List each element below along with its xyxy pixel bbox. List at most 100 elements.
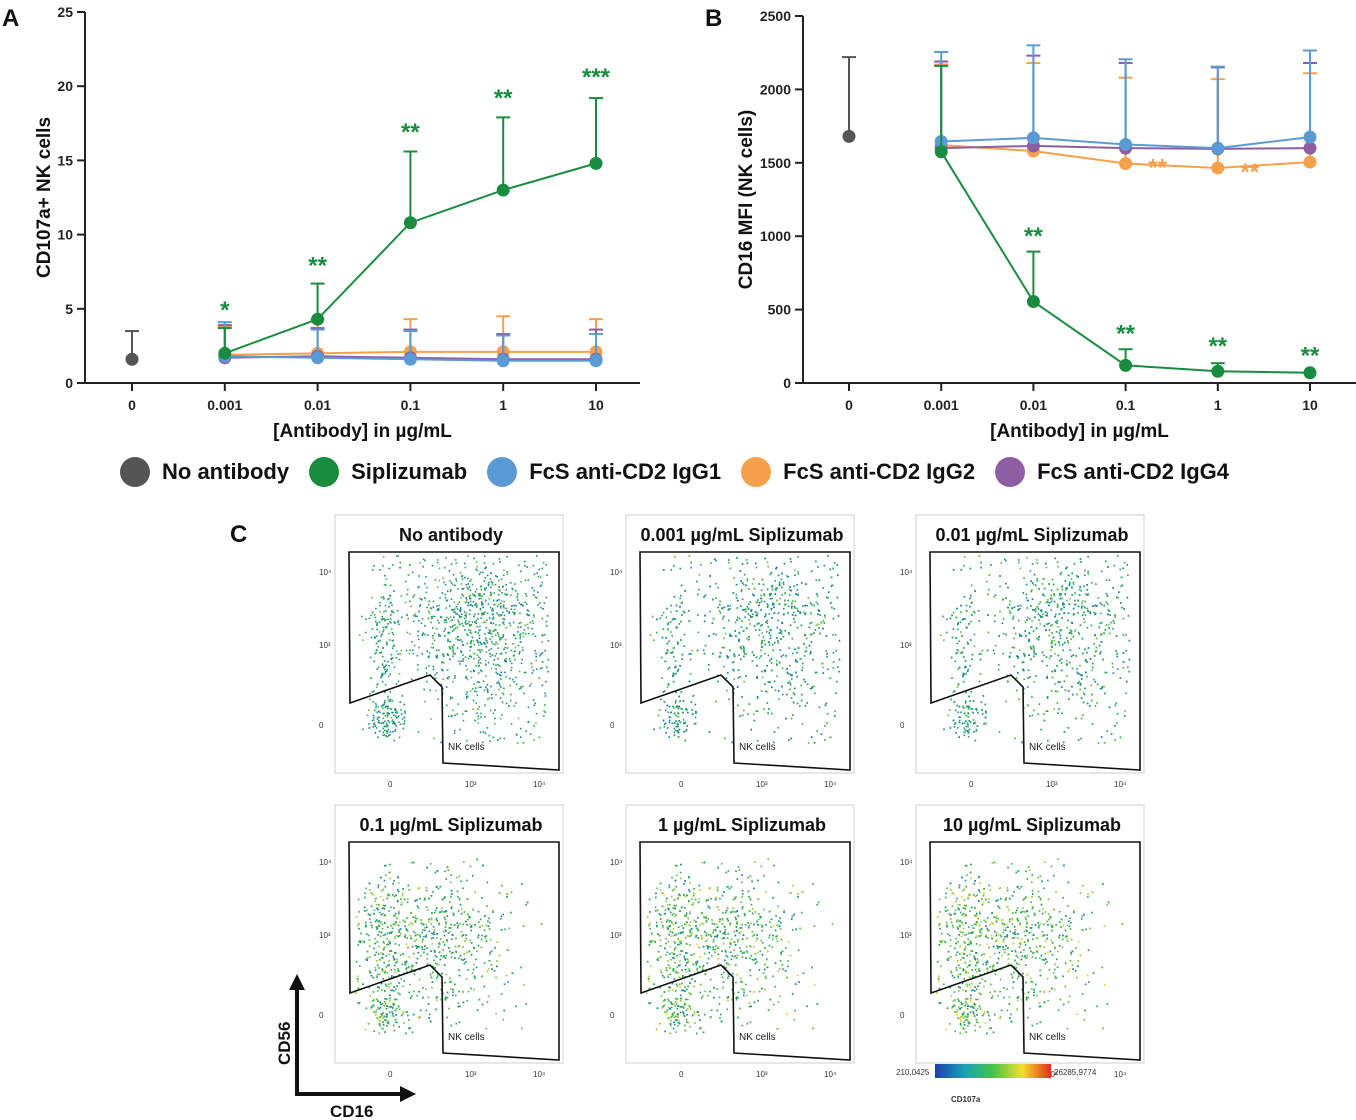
flow-event <box>1033 648 1035 651</box>
flow-event <box>966 641 969 644</box>
flow-event <box>385 722 388 724</box>
flow-event <box>675 714 678 717</box>
flow-ytick-t4-2: 10⁴ <box>900 568 913 577</box>
chart-a-point-fcs-anti-cd2-igg1-4 <box>496 354 510 368</box>
flow-event <box>427 656 430 658</box>
flow-event <box>690 653 693 655</box>
flow-event <box>383 946 386 949</box>
flow-event <box>514 583 516 585</box>
flow-event <box>1025 593 1028 596</box>
flow-event <box>669 652 672 654</box>
flow-event <box>767 641 770 643</box>
flow-event <box>680 639 682 641</box>
flow-event <box>1050 597 1053 600</box>
flow-event <box>832 652 835 654</box>
flow-event <box>513 604 515 607</box>
flow-event <box>448 676 450 678</box>
flow-event <box>682 700 685 702</box>
flow-event <box>1043 625 1046 627</box>
flow-event <box>477 641 479 644</box>
flow-event <box>760 624 762 627</box>
flow-event <box>476 681 479 683</box>
flow-event <box>485 637 487 639</box>
flow-event <box>512 643 514 645</box>
flow-event <box>444 918 446 921</box>
flow-event <box>444 996 447 999</box>
flow-event <box>675 626 678 628</box>
flow-event <box>456 638 459 641</box>
flow-event <box>499 637 501 639</box>
flow-event <box>512 655 515 657</box>
flow-event <box>375 642 378 645</box>
flow-event <box>449 626 452 628</box>
flow-event <box>468 621 471 623</box>
flow-event <box>779 629 782 631</box>
flow-event <box>425 667 428 669</box>
flow-event <box>804 650 807 653</box>
flow-event <box>504 638 507 641</box>
flow-event <box>374 732 376 734</box>
flow-event <box>372 976 374 979</box>
flow-event <box>443 630 445 632</box>
flow-event <box>449 988 452 990</box>
flow-event <box>441 668 443 671</box>
flow-event <box>833 561 836 564</box>
flow-event <box>411 641 413 643</box>
flow-event <box>357 975 359 978</box>
flow-event <box>382 904 385 907</box>
flow-event <box>452 646 454 649</box>
flow-event <box>1008 610 1011 612</box>
flow-event <box>445 923 447 925</box>
flow-event <box>756 614 758 617</box>
flow-event <box>535 652 537 655</box>
flow-event <box>773 680 776 683</box>
flow-event <box>380 618 383 621</box>
flow-event <box>407 588 409 591</box>
flow-event <box>967 668 970 671</box>
flow-event <box>1093 643 1095 645</box>
flow-event <box>381 633 383 635</box>
flow-event <box>1060 629 1062 631</box>
flow-event <box>675 706 678 708</box>
flow-event <box>1068 583 1071 586</box>
flow-event <box>383 629 385 631</box>
flow-event <box>387 618 389 621</box>
flow-event <box>443 662 445 664</box>
flow-event <box>735 635 737 637</box>
flow-event <box>491 607 494 610</box>
flow-event <box>723 627 725 629</box>
flow-event <box>381 674 384 677</box>
flow-event <box>389 700 392 702</box>
flow-event <box>390 628 393 630</box>
flow-event <box>760 642 763 645</box>
flow-event <box>427 996 430 999</box>
flow-event <box>784 599 786 602</box>
flow-event <box>533 725 535 727</box>
flow-event <box>491 693 493 696</box>
flow-event <box>1009 655 1011 658</box>
flow-event <box>1122 634 1124 636</box>
flow-event <box>445 954 448 957</box>
flow-event <box>387 714 389 717</box>
flow-event <box>1095 650 1098 652</box>
flow-event <box>457 621 460 623</box>
flow-event <box>368 945 371 947</box>
flow-event <box>681 614 683 616</box>
flow-event <box>369 956 371 958</box>
flow-event <box>407 967 409 969</box>
flow-event <box>509 677 511 680</box>
flow-event <box>391 661 393 664</box>
flow-event <box>961 652 963 654</box>
flow-event <box>438 604 441 607</box>
flow-event <box>442 941 445 943</box>
flow-event <box>384 620 386 622</box>
flow-event <box>400 978 402 980</box>
flow-event <box>495 629 497 631</box>
flow-event <box>1046 697 1049 699</box>
flow-event <box>1064 580 1067 582</box>
flow-event <box>383 703 385 706</box>
flow-event <box>449 580 451 582</box>
flow-event <box>377 640 379 642</box>
flow-event <box>792 701 795 704</box>
flow-event <box>743 573 746 576</box>
